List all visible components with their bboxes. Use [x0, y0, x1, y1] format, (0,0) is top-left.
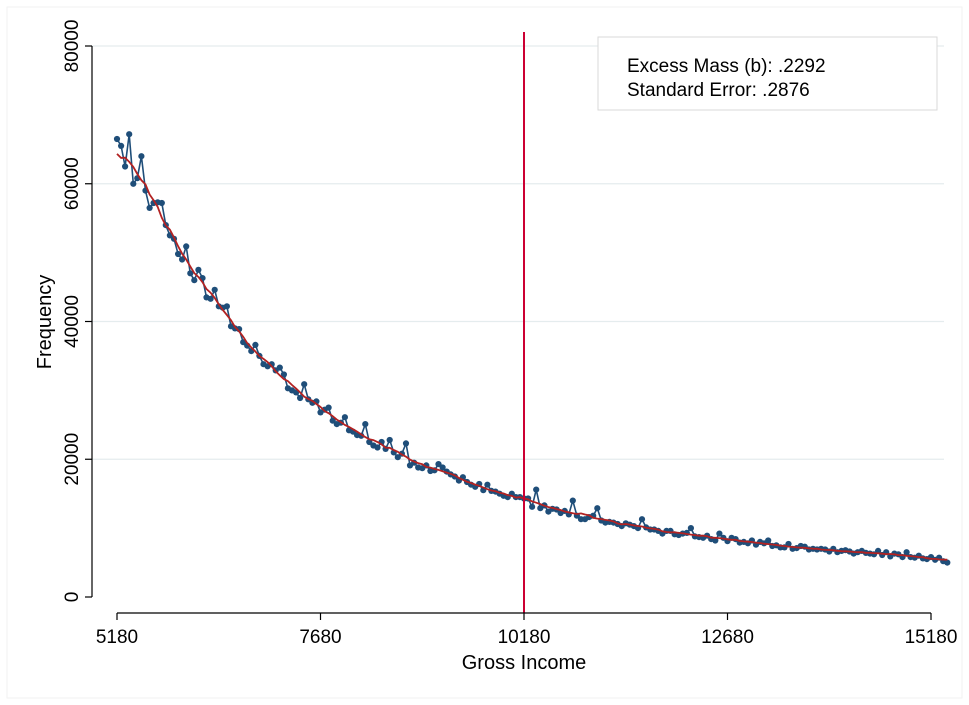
- y-tick-label: 80000: [62, 20, 83, 73]
- observed-point: [765, 537, 772, 544]
- x-tick-label: 5180: [96, 627, 138, 648]
- observed-point: [529, 503, 536, 510]
- y-axis-title: Frequency: [34, 275, 56, 370]
- observed-point: [211, 286, 218, 293]
- gridlines: [92, 45, 944, 460]
- annotation-box: Excess Mass (b): .2292 Standard Error: .…: [597, 36, 938, 111]
- observed-point: [903, 549, 910, 556]
- x-tick-label: 7680: [299, 627, 341, 648]
- observed-point: [252, 341, 259, 348]
- observed-point: [394, 454, 401, 461]
- observed-point: [195, 266, 202, 273]
- fitted-line: [116, 153, 948, 561]
- observed-point: [223, 303, 230, 310]
- y-axis: 0 20000 40000 60000 80000: [62, 20, 92, 603]
- observed-point: [439, 464, 446, 471]
- observed-point: [280, 371, 287, 378]
- observed-point: [402, 440, 410, 447]
- observed-point: [533, 486, 540, 493]
- observed-point: [113, 135, 121, 143]
- annotation-standard-error: Standard Error: .2876: [627, 80, 810, 101]
- observed-point: [594, 505, 601, 512]
- observed-point: [362, 421, 369, 428]
- observed-point: [126, 131, 133, 138]
- observed-point: [276, 364, 283, 371]
- observed-point: [329, 417, 336, 424]
- observed-point: [122, 163, 129, 170]
- observed-point: [341, 414, 348, 421]
- observed-point: [325, 404, 332, 411]
- observed-point: [435, 461, 442, 468]
- observed-point: [716, 530, 723, 537]
- x-tick-label: 15180: [905, 627, 958, 648]
- y-tick-label: 60000: [62, 157, 83, 210]
- observed-point: [175, 250, 182, 258]
- observed-point: [183, 243, 190, 250]
- x-axis-title: Gross Income: [462, 652, 586, 674]
- observed-point: [687, 525, 695, 532]
- observed-point: [374, 444, 381, 451]
- observed-point: [179, 256, 186, 263]
- observed-point: [297, 394, 304, 402]
- x-tick-label: 12680: [701, 627, 754, 648]
- observed-point: [569, 497, 576, 504]
- y-tick-label: 40000: [62, 295, 83, 348]
- fitted-series: [116, 153, 948, 561]
- x-tick-label: 10180: [498, 627, 551, 648]
- observed-point: [118, 142, 125, 149]
- observed-point: [301, 381, 308, 388]
- observed-point: [130, 180, 137, 187]
- observed-point: [187, 270, 194, 277]
- observed-point: [944, 559, 951, 566]
- x-axis: 5180 7680 10180 12680 15180: [96, 613, 958, 648]
- y-tick-label: 0: [62, 592, 83, 603]
- observed-point: [158, 199, 165, 207]
- observed-point: [207, 295, 214, 302]
- y-tick-label: 20000: [62, 433, 83, 486]
- annotation-excess-mass: Excess Mass (b): .2292: [627, 56, 826, 77]
- observed-point: [138, 153, 145, 160]
- observed-point: [712, 537, 719, 544]
- observed-point: [638, 516, 646, 523]
- observed-point: [484, 481, 491, 488]
- observed-point: [386, 436, 393, 444]
- observed-point: [191, 277, 198, 284]
- observed-point: [146, 204, 153, 211]
